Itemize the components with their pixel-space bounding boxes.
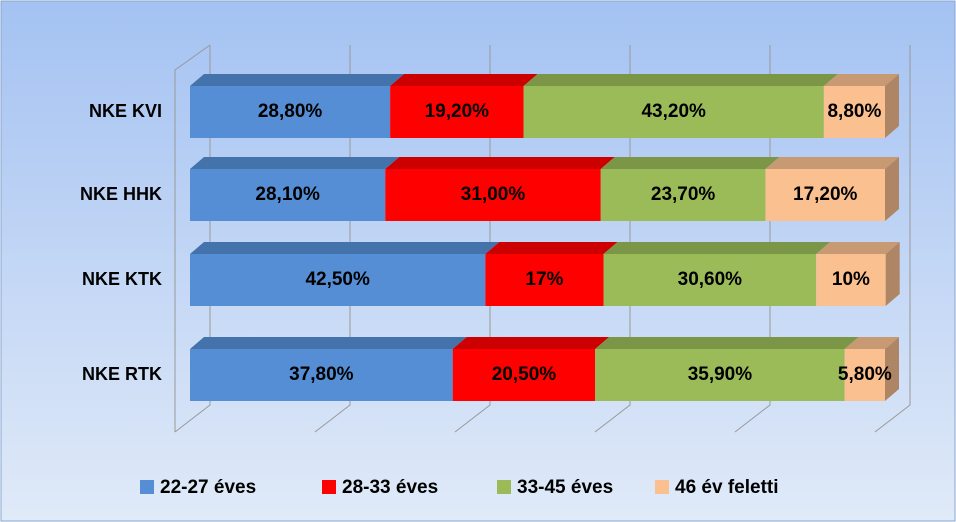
bar — [823, 86, 885, 138]
legend-swatch — [655, 480, 669, 494]
bar-side — [885, 157, 899, 221]
data-label: 43,20% — [641, 101, 706, 122]
bar-top — [190, 242, 500, 254]
bar-top — [595, 337, 859, 349]
grid-line — [874, 45, 911, 433]
wall-edge — [174, 44, 211, 432]
data-label: 31,00% — [461, 184, 526, 205]
bar-top — [823, 74, 899, 86]
bar — [190, 169, 386, 221]
data-label: 30,60% — [678, 269, 743, 290]
bar-top — [390, 74, 538, 86]
bar-side — [885, 74, 899, 138]
bar — [844, 349, 885, 401]
data-label: 23,70% — [651, 184, 716, 205]
data-label: 28,10% — [255, 184, 320, 205]
bar — [600, 169, 766, 221]
data-label: 8,80% — [827, 101, 881, 122]
bar-side — [885, 337, 899, 401]
legend-label: 28-33 éves — [342, 477, 438, 498]
data-label: 5,80% — [838, 364, 892, 385]
legend-swatch — [140, 480, 154, 494]
bar-top — [452, 337, 610, 349]
data-label: 28,80% — [258, 101, 323, 122]
bar-top — [190, 337, 467, 349]
bar — [603, 254, 817, 306]
bar — [595, 349, 845, 401]
data-label: 42,50% — [305, 269, 370, 290]
bar-top — [844, 337, 899, 349]
bar — [190, 349, 453, 401]
bar-top — [816, 242, 900, 254]
data-label: 37,80% — [289, 364, 354, 385]
category-label: NKE KVI — [89, 101, 162, 121]
legend-label: 46 év feletti — [675, 477, 779, 498]
bar-top — [190, 74, 405, 86]
bar — [390, 86, 524, 138]
category-label: NKE RTK — [82, 364, 162, 384]
category-label: NKE KTK — [82, 269, 162, 289]
legend-label: 22-27 éves — [160, 477, 256, 498]
bar — [765, 169, 885, 221]
bar — [816, 254, 886, 306]
data-label: 17% — [525, 269, 563, 290]
bar-top — [765, 157, 899, 169]
data-label: 19,20% — [425, 101, 490, 122]
data-label: 10% — [832, 269, 870, 290]
data-label: 20,50% — [492, 364, 557, 385]
bar-top — [600, 157, 780, 169]
bar-top — [603, 242, 831, 254]
bar-side — [885, 242, 900, 306]
bar — [385, 169, 601, 221]
legend-swatch — [322, 480, 336, 494]
bar — [485, 254, 604, 306]
bar — [523, 86, 824, 138]
category-label: NKE HHK — [80, 184, 162, 204]
legend-label: 33-45 éves — [517, 477, 613, 498]
bar-top — [523, 74, 838, 86]
bar — [452, 349, 596, 401]
bar-top — [485, 242, 618, 254]
data-label: 35,90% — [688, 364, 753, 385]
data-label: 17,20% — [793, 184, 858, 205]
bar-top — [190, 157, 400, 169]
bar — [190, 254, 486, 306]
bar-top — [385, 157, 615, 169]
bar — [190, 86, 391, 138]
legend-swatch — [497, 480, 511, 494]
